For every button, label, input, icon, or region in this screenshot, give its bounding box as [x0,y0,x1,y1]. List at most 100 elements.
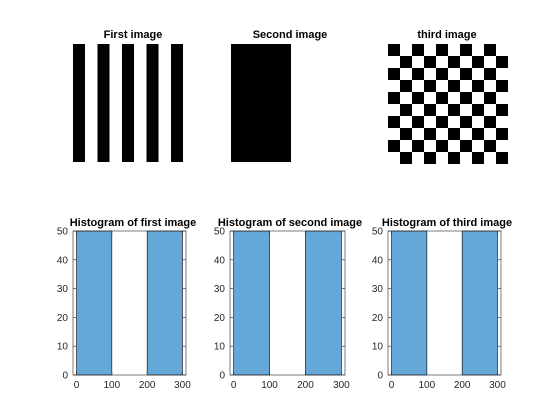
y-tick-label: 50 [372,227,384,238]
checker-cell [460,116,472,128]
x-tick-label: 200 [454,380,471,391]
x-tick-label: 0 [389,380,395,391]
checker-cell [424,56,436,68]
y-tick-label: 10 [57,342,69,353]
checker-cell [460,92,472,104]
axes-border [72,230,187,376]
checker-cell [436,44,448,56]
histogram-bar [76,230,113,376]
y-tick-label: 40 [372,255,384,266]
stripe [97,44,110,162]
checker-cell [472,80,484,92]
histogram-bar [461,230,498,376]
y-tick-label: 30 [57,284,69,295]
checker-cell [448,104,460,116]
y-tick-label: 0 [377,371,383,382]
y-tick-label: 30 [214,284,226,295]
checker-cell [484,116,496,128]
second-image-block [231,44,291,162]
checker-cell [400,56,412,68]
checker-cell [484,44,496,56]
stripe [146,44,159,162]
checker-cell [436,68,448,80]
histogram-second-panel: Histogram of second image 0 100 200 300 0 10 2… [214,217,362,391]
checker-cell [460,44,472,56]
stripe [122,44,134,162]
checker-cell [424,128,436,140]
axes-border [229,230,346,376]
axes-border [387,230,502,376]
second-image-title: Second image [253,29,328,41]
stripe [73,44,85,162]
checker-cell [388,92,400,104]
checker-cell [412,44,424,56]
checker-cell [436,116,448,128]
checker-cell [424,80,436,92]
checker-cell [460,68,472,80]
x-tick-label: 100 [104,380,121,391]
checker-cell [388,116,400,128]
x-tick-label: 300 [174,380,191,391]
checker-cell [412,68,424,80]
y-tick-label: 50 [214,227,226,238]
histogram-first-panel: Histogram of first image 0 100 200 300 0 10 20… [57,217,196,391]
third-image-panel: third image [388,29,508,164]
x-tick-label: 300 [489,380,506,391]
checker-cell [460,140,472,152]
y-tick-label: 40 [57,255,69,266]
third-image-checkerboard [388,44,508,164]
checker-cell [412,116,424,128]
checker-cell [424,104,436,116]
checker-cell [484,68,496,80]
checker-cell [436,140,448,152]
histogram-bar [146,230,183,376]
checker-cell [448,56,460,68]
checker-cell [496,152,508,164]
checker-cell [496,56,508,68]
checker-cell [496,80,508,92]
first-image-stripes [73,44,183,162]
third-image-title: third image [417,29,476,41]
checker-cell [472,152,484,164]
checker-cell [388,140,400,152]
checker-cell [496,104,508,116]
solid-block [231,44,291,162]
checker-cell [424,152,436,164]
checker-cell [448,128,460,140]
x-tick-label: 200 [139,380,156,391]
checker-cell [484,92,496,104]
histogram-first-title: Histogram of first image [70,217,197,229]
x-tick-label: 0 [231,380,237,391]
checker-cell [436,92,448,104]
x-tick-label: 200 [297,380,314,391]
first-image-title: First image [104,29,163,41]
checker-cell [400,152,412,164]
y-tick-label: 0 [62,371,68,382]
histogram-bar [305,230,342,376]
y-tick-label: 40 [214,255,226,266]
first-image-panel: First image [73,29,183,162]
y-tick-label: 50 [57,227,69,238]
checker-cell [448,80,460,92]
x-tick-label: 100 [261,380,278,391]
checker-cell [388,44,400,56]
histogram-third-panel: Histogram of third image 0 100 200 300 0 10 20… [372,217,512,391]
y-tick-label: 10 [372,342,384,353]
stripe [171,44,183,162]
y-tick-label: 10 [214,342,226,353]
y-tick-label: 20 [372,313,384,324]
checker-cell [400,104,412,116]
histogram-third-title: Histogram of third image [382,217,512,229]
checker-cell [448,152,460,164]
x-tick-label: 300 [333,380,350,391]
checker-cell [472,56,484,68]
y-tick-label: 20 [57,313,69,324]
histogram-second-title: Histogram of second image [218,217,362,229]
checker-cell [472,128,484,140]
checker-cell [412,92,424,104]
second-image-panel: Second image [231,29,327,162]
checker-cell [400,128,412,140]
checker-cell [472,104,484,116]
